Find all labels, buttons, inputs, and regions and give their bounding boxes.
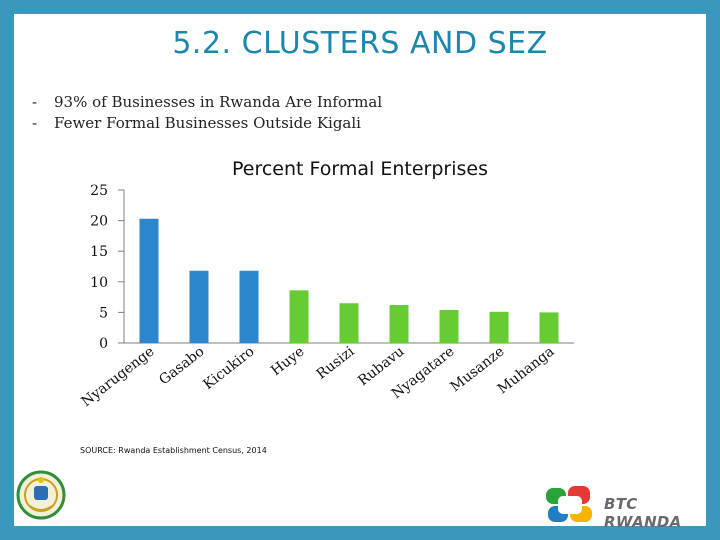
y-tick-label: 10 — [90, 275, 108, 291]
y-tick-label: 25 — [90, 183, 108, 199]
bar — [339, 303, 359, 343]
y-tick-label: 20 — [90, 214, 108, 230]
y-tick-label: 0 — [99, 336, 108, 352]
bar — [289, 290, 309, 343]
x-tick-label: Muhanga — [495, 344, 558, 398]
x-tick-label: Rusizi — [314, 343, 358, 382]
rwanda-emblem-icon — [16, 470, 66, 520]
bar — [239, 270, 259, 343]
btc-logo-icon — [546, 486, 592, 522]
slide-background — [14, 14, 706, 526]
btc-rwanda-logo-text: BTC RWANDA — [604, 495, 682, 531]
slide-title: 5.2. CLUSTERS AND SEZ — [172, 26, 548, 61]
bar — [389, 305, 409, 343]
bar — [189, 270, 209, 343]
bullet-dash: - — [32, 114, 38, 132]
bullet-text: Fewer Formal Businesses Outside Kigali — [54, 114, 361, 132]
y-tick-label: 5 — [99, 305, 108, 321]
x-tick-label: Kicukiro — [200, 344, 257, 393]
x-tick-label: Gasabo — [156, 344, 207, 389]
chart-title: Percent Formal Enterprises — [232, 158, 488, 180]
source-note: SOURCE: Rwanda Establishment Census, 201… — [80, 446, 267, 455]
bullet-text: 93% of Businesses in Rwanda Are Informal — [54, 93, 383, 111]
bullet-item: - Fewer Formal Businesses Outside Kigali — [32, 114, 361, 132]
bullet-dash: - — [32, 93, 38, 111]
x-tick-label: Nyarugenge — [78, 344, 157, 411]
bar — [539, 312, 559, 343]
x-tick-label: Huye — [268, 344, 307, 380]
bar — [439, 309, 459, 343]
bullet-item: -93% of Businesses in Rwanda Are Informa… — [32, 93, 382, 111]
y-tick-label: 15 — [90, 244, 108, 260]
bar — [489, 311, 509, 343]
bar — [139, 218, 159, 343]
